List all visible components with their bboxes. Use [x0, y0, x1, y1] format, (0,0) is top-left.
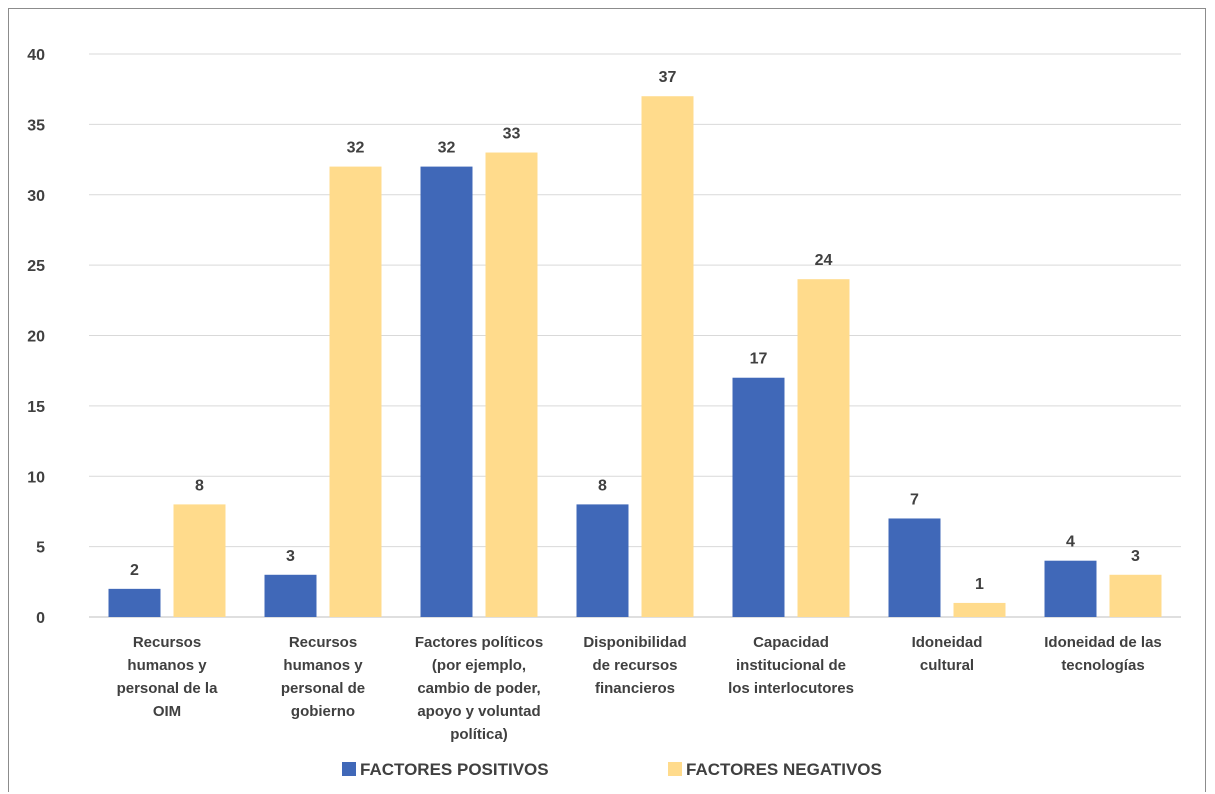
- y-tick-label: 15: [27, 399, 45, 416]
- bar: [108, 588, 161, 617]
- gridlines: [89, 53, 1181, 618]
- category-label: Idoneidad cultural: [912, 634, 983, 674]
- category-label: Idoneidad de las tecnologías: [1044, 634, 1162, 674]
- bars: [108, 96, 1162, 618]
- bar: [797, 279, 850, 617]
- y-tick-label: 40: [27, 47, 45, 64]
- legend-swatch: [668, 762, 682, 776]
- y-tick-label: 25: [27, 258, 45, 275]
- bar: [953, 602, 1006, 617]
- category-labels: Recursos humanos y personal de la OIM Recurs…: [117, 634, 1162, 743]
- y-tick-label: 30: [27, 188, 45, 205]
- data-label: 37: [659, 69, 677, 86]
- category-label: Recursos humanos y personal de gobierno: [281, 634, 365, 720]
- chart-frame: 0 5 10 15 20 25 30 35 40 2 8 3 32 32 33 8 37 17 24 7 1 4 3 Re…: [8, 8, 1206, 792]
- y-axis-ticks: 0 5 10 15 20 25 30 35 40: [27, 47, 45, 627]
- data-label: 1: [975, 576, 984, 593]
- bar: [329, 166, 382, 617]
- legend-swatch: [342, 762, 356, 776]
- bar: [641, 96, 694, 618]
- bar: [576, 504, 629, 617]
- bar: [485, 152, 538, 617]
- data-label: 3: [1131, 548, 1140, 565]
- y-tick-label: 35: [27, 117, 45, 134]
- data-label: 32: [438, 140, 456, 157]
- bar: [732, 377, 785, 617]
- data-label: 17: [750, 351, 768, 368]
- data-labels: 2 8 3 32 32 33 8 37 17 24 7 1 4 3: [130, 69, 1140, 593]
- category-label: Factores políticos (por ejemplo, cambio de…: [415, 634, 543, 743]
- category-label: Recursos humanos y personal de la OIM: [117, 634, 219, 720]
- data-label: 32: [347, 140, 365, 157]
- bar: [173, 504, 226, 617]
- y-tick-label: 10: [27, 469, 45, 486]
- y-tick-label: 5: [36, 540, 45, 557]
- data-label: 3: [286, 548, 295, 565]
- y-tick-label: 0: [36, 610, 45, 627]
- bar: [264, 574, 317, 617]
- y-tick-label: 20: [27, 329, 45, 346]
- data-label: 24: [815, 252, 833, 269]
- legend: FACTORES POSITIVOS FACTORES NEGATIVOS: [342, 760, 882, 779]
- bar: [420, 166, 473, 617]
- bar: [888, 518, 941, 617]
- data-label: 2: [130, 562, 139, 579]
- data-label: 7: [910, 491, 919, 508]
- data-label: 33: [503, 126, 521, 143]
- bar: [1109, 574, 1162, 617]
- bar-chart: 0 5 10 15 20 25 30 35 40 2 8 3 32 32 33 8 37 17 24 7 1 4 3 Re…: [27, 47, 1181, 779]
- bar: [1044, 560, 1097, 617]
- category-label: Disponibilidad de recursos financieros: [583, 634, 686, 697]
- legend-label: FACTORES POSITIVOS: [360, 760, 549, 779]
- category-label: Capacidad institucional de los interlocuto…: [728, 634, 854, 697]
- data-label: 8: [598, 477, 607, 494]
- data-label: 8: [195, 477, 204, 494]
- data-label: 4: [1066, 534, 1075, 551]
- legend-label: FACTORES NEGATIVOS: [686, 760, 882, 779]
